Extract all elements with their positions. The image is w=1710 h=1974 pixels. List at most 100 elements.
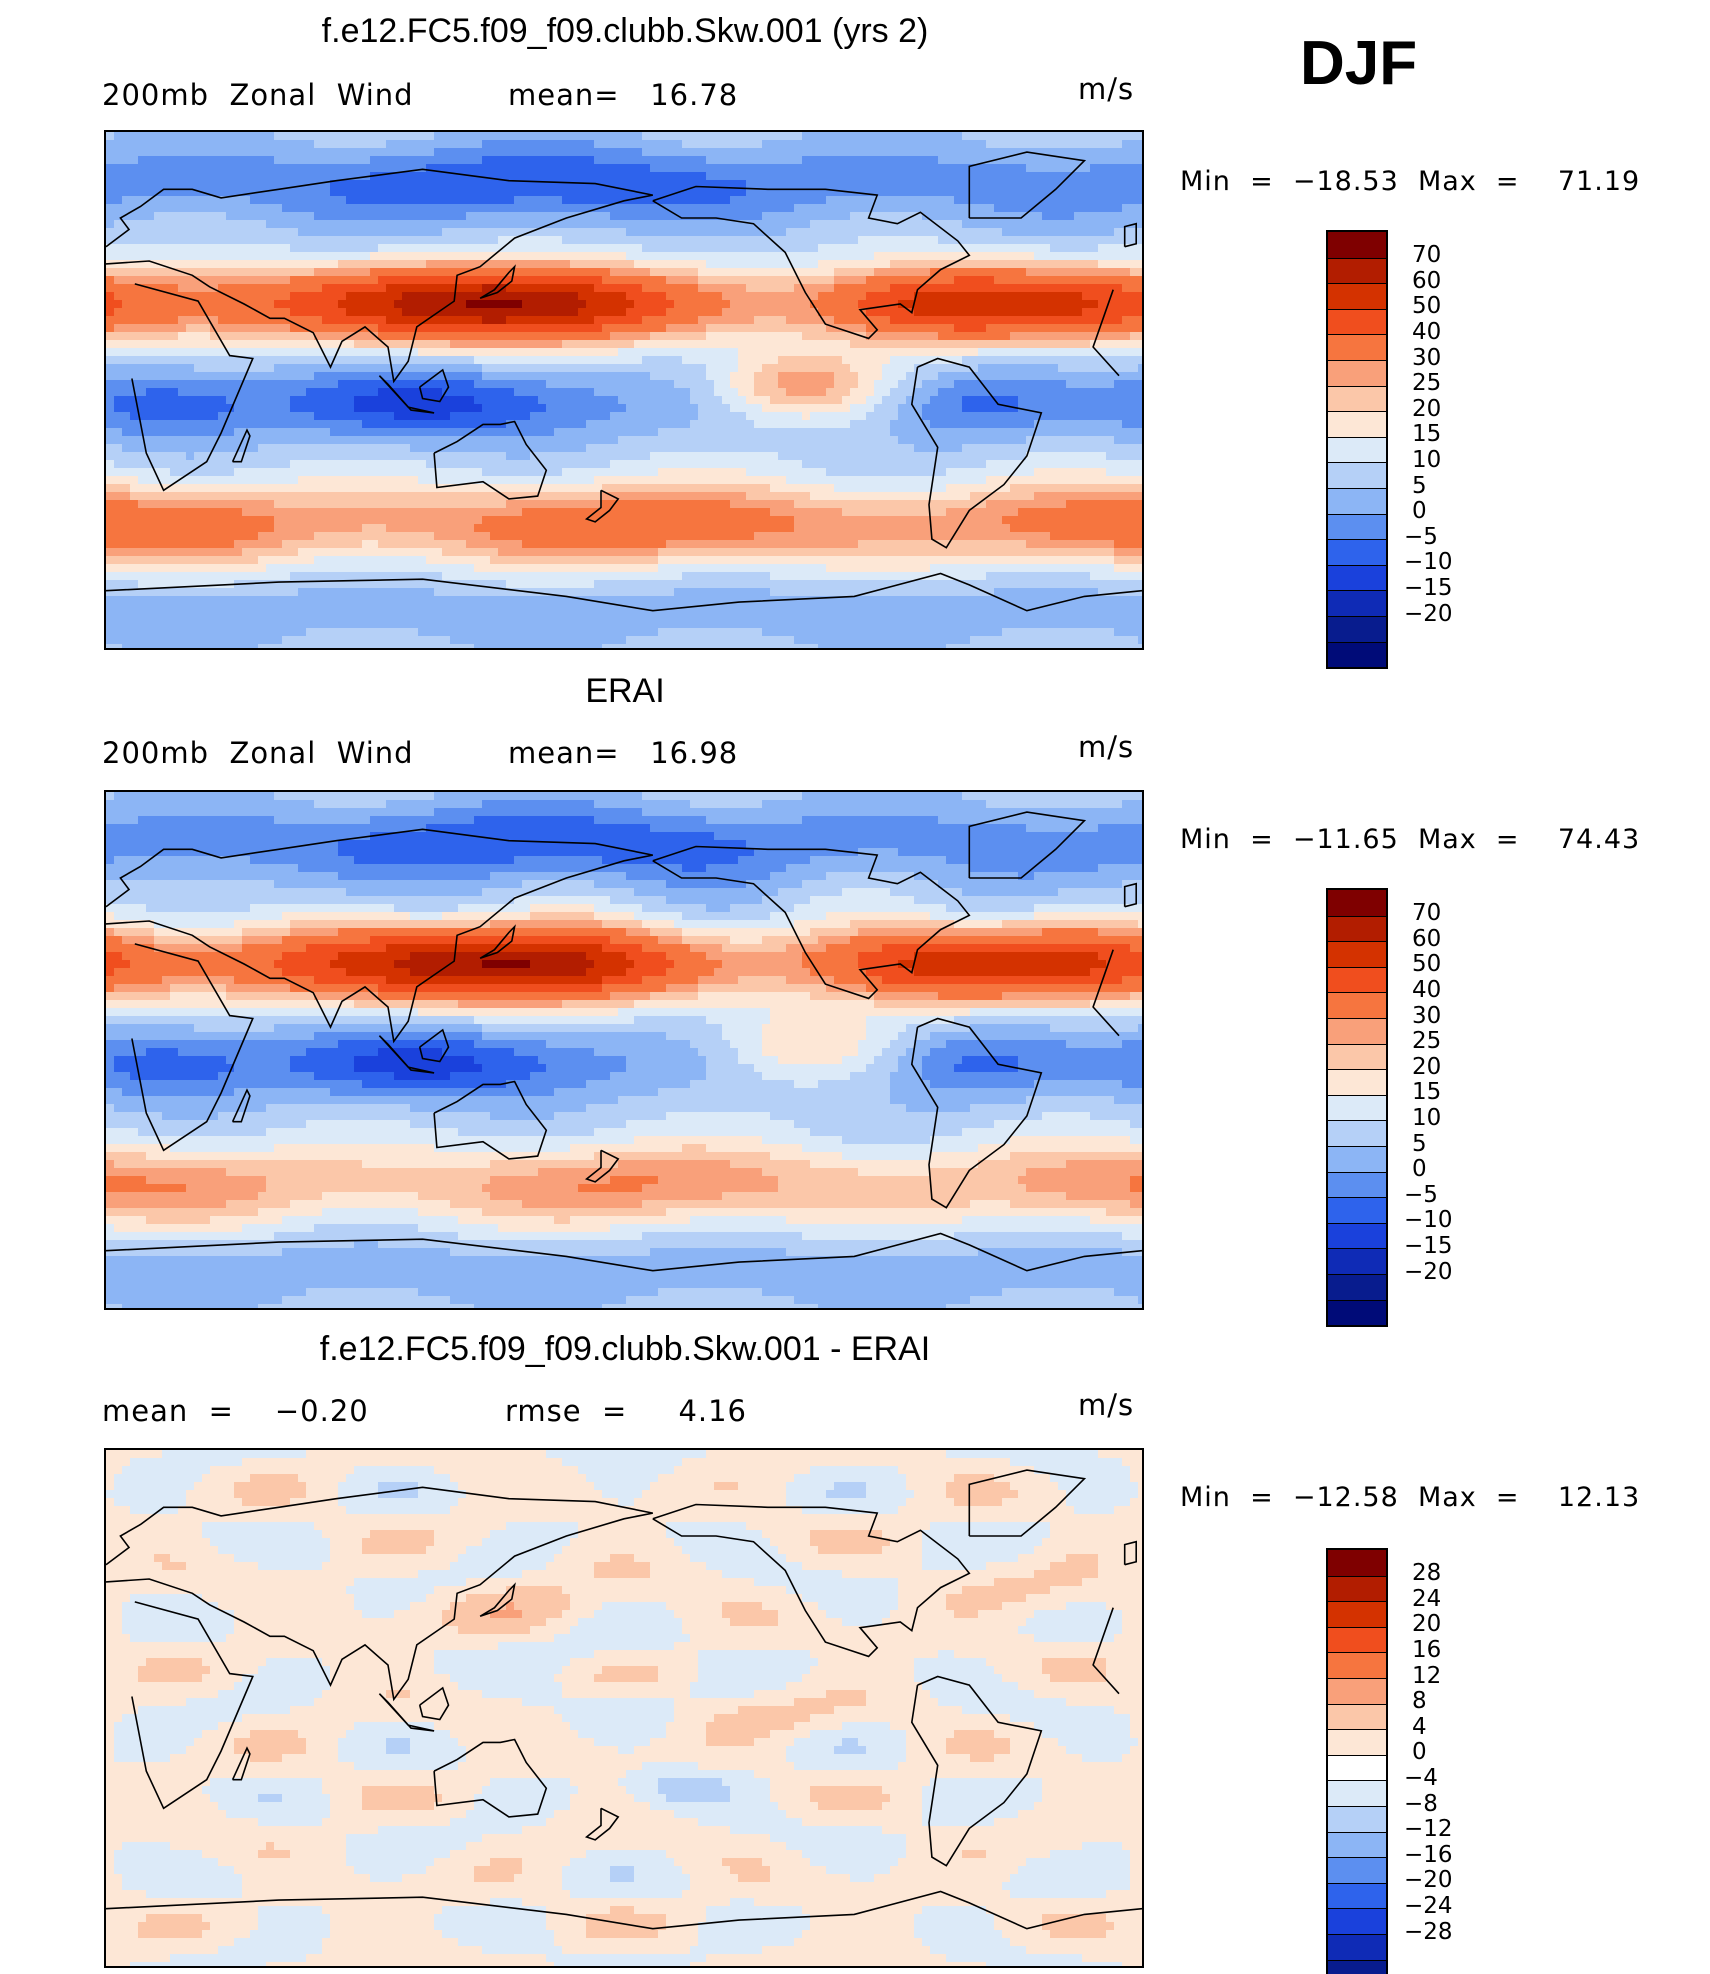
coastline <box>106 1232 1142 1272</box>
coastline <box>479 264 516 300</box>
colorbar-tick-label: 0 <box>1412 1158 1427 1181</box>
colorbar-box <box>1328 1831 1386 1858</box>
colorbar-tick-label: 4 <box>1412 1715 1427 1739</box>
colorbar-box <box>1328 411 1386 437</box>
colorbar-tick-label: −16 <box>1404 1843 1453 1867</box>
colorbar-box <box>1328 385 1386 412</box>
colorbar-tick-label: −20 <box>1404 1260 1453 1284</box>
colorbar-tick-label: −20 <box>1404 602 1453 626</box>
colorbar-tick-label: 30 <box>1412 1004 1441 1028</box>
panel-1-colorbar <box>1326 230 1388 670</box>
panel-2-colorbar <box>1326 888 1388 1328</box>
colorbar-tick-label: −5 <box>1404 1183 1438 1207</box>
colorbar-tick-label: 30 <box>1412 346 1441 370</box>
colorbar-box <box>1328 1248 1386 1274</box>
coastline <box>479 924 516 960</box>
colorbar-tick-label: −10 <box>1404 1209 1453 1232</box>
coastline <box>433 1738 548 1818</box>
coastline <box>433 420 548 500</box>
panel-3-map-svg <box>106 1450 1142 1966</box>
coastline <box>1123 1540 1137 1566</box>
colorbar-box <box>1328 513 1386 540</box>
coastline <box>910 1675 1043 1867</box>
colorbar-tick-label: 10 <box>1412 1106 1441 1130</box>
panel-3-title: f.e12.FC5.f09_f09.clubb.Skw.001 - ERAI <box>105 1330 1145 1369</box>
colorbar-tick-label: 0 <box>1412 1741 1427 1764</box>
coastline <box>231 1746 251 1781</box>
colorbar-box <box>1328 615 1386 642</box>
colorbar-box <box>1328 590 1386 616</box>
panel-2-map-svg <box>106 792 1142 1308</box>
colorbar-box <box>1328 1908 1386 1934</box>
colorbar-box <box>1328 1959 1386 1974</box>
colorbar-box <box>1328 1550 1386 1576</box>
coastline <box>378 1035 435 1074</box>
colorbar-tick-label: 12 <box>1412 1664 1441 1688</box>
colorbar-tick-label: −12 <box>1404 1818 1453 1841</box>
colorbar-box <box>1328 641 1386 668</box>
coastline <box>584 1149 620 1183</box>
colorbar-tick-label: −5 <box>1404 525 1438 549</box>
colorbar-tick-label: −8 <box>1404 1792 1438 1816</box>
colorbar-tick-label: −20 <box>1404 1869 1453 1892</box>
colorbar-tick-label: 70 <box>1412 244 1441 267</box>
colorbar-box <box>1328 257 1386 284</box>
colorbar-tick-label: 20 <box>1412 1055 1441 1079</box>
colorbar-tick-label: 25 <box>1412 1030 1441 1053</box>
colorbar-tick-label: −15 <box>1404 576 1453 600</box>
panel-2-field-label: 200mb Zonal Wind <box>102 736 414 770</box>
colorbar-tick-label: 60 <box>1412 927 1441 951</box>
coastline <box>378 375 435 414</box>
colorbar-tick-label: 40 <box>1412 320 1441 344</box>
panel-1-map-svg <box>106 132 1142 648</box>
colorbar-tick-label: 20 <box>1412 1613 1441 1636</box>
colorbar-box <box>1328 1299 1386 1326</box>
colorbar-box <box>1328 1120 1386 1146</box>
colorbar-box <box>1328 941 1386 967</box>
colorbar-box <box>1328 992 1386 1018</box>
panel-3-map <box>104 1448 1144 1968</box>
season-label: DJF <box>1300 28 1417 99</box>
panel-1-map <box>104 130 1144 650</box>
colorbar-tick-label: 25 <box>1412 372 1441 395</box>
coastline <box>131 283 1120 492</box>
colorbar-tick-label: 50 <box>1412 953 1441 976</box>
coastline <box>378 1693 435 1732</box>
colorbar-box <box>1328 1703 1386 1730</box>
colorbar-tick-label: 70 <box>1412 902 1441 925</box>
colorbar-box <box>1328 1652 1386 1678</box>
coastline <box>418 1028 450 1063</box>
coastline <box>106 1890 1142 1930</box>
colorbar-tick-label: −10 <box>1404 551 1453 574</box>
colorbar-tick-label: 28 <box>1412 1562 1441 1585</box>
coastline <box>910 1017 1043 1209</box>
colorbar-box <box>1328 1805 1386 1832</box>
coastline <box>968 1469 1087 1537</box>
panel-2-minmax: Min = −11.65 Max = 74.43 <box>1180 824 1640 855</box>
coastline <box>968 151 1087 219</box>
colorbar-box <box>1328 1882 1386 1909</box>
panel-2-map <box>104 790 1144 1310</box>
colorbar-box <box>1328 436 1386 463</box>
coastline <box>479 1582 516 1618</box>
colorbar-box <box>1328 334 1386 360</box>
coastline <box>418 1686 450 1721</box>
coastline <box>231 428 251 463</box>
colorbar-tick-label: −24 <box>1404 1894 1453 1918</box>
coastline <box>652 1503 971 1658</box>
panel-2-mean-label: mean= 16.98 <box>508 736 738 770</box>
panel-2-units: m/s <box>1078 730 1134 764</box>
colorbar-box <box>1328 1857 1386 1883</box>
colorbar-tick-label: 5 <box>1412 474 1427 498</box>
colorbar-box <box>1328 359 1386 386</box>
colorbar-box <box>1328 232 1386 258</box>
colorbar-tick-label: 40 <box>1412 978 1441 1002</box>
colorbar-tick-label: 50 <box>1412 295 1441 318</box>
colorbar-box <box>1328 1094 1386 1121</box>
coastline <box>652 845 971 1000</box>
coastline <box>106 572 1142 612</box>
colorbar-box <box>1328 1197 1386 1223</box>
coastline <box>418 368 450 403</box>
coastline <box>652 185 971 340</box>
colorbar-tick-label: 24 <box>1412 1587 1441 1611</box>
